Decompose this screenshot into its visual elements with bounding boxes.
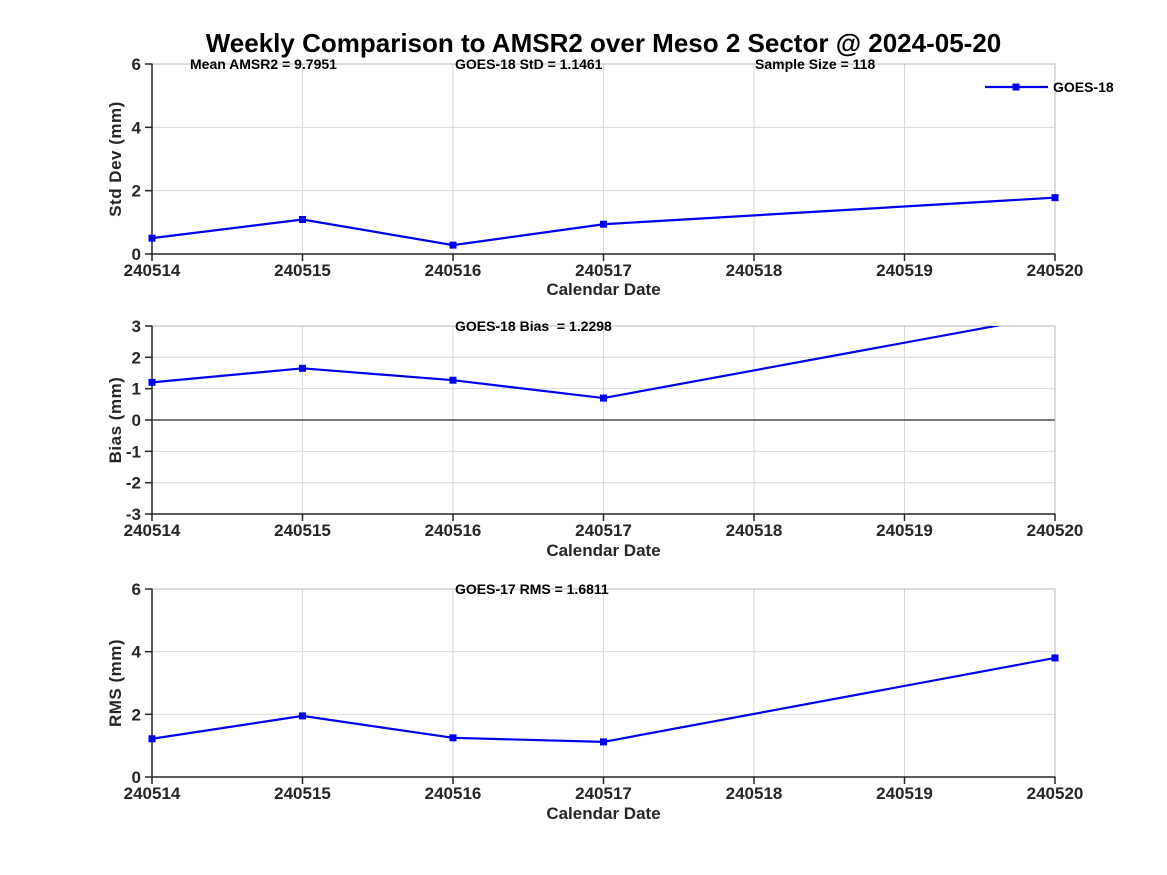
x-tick-label: 240519 bbox=[876, 521, 933, 540]
annotation-goes17-rms: GOES-17 RMS = 1.6811 bbox=[455, 581, 609, 597]
x-tick-label: 240518 bbox=[726, 261, 783, 280]
goes-18-marker bbox=[449, 241, 457, 249]
annotation-goes18-std: GOES-18 StD = 1.1461 bbox=[455, 56, 603, 72]
y-tick-label: 1 bbox=[132, 380, 141, 399]
goes-18-marker bbox=[148, 234, 156, 242]
goes-18-marker bbox=[449, 734, 457, 742]
goes-18-marker bbox=[1051, 194, 1059, 202]
x-tick-label: 240514 bbox=[124, 784, 181, 803]
subplot-bias: 240514 240515 240516 240517 240518 240519 2405… bbox=[124, 317, 1084, 540]
x-tick-label: 240520 bbox=[1027, 261, 1084, 280]
x-tick-label: 240520 bbox=[1027, 521, 1084, 540]
goes-18-marker bbox=[600, 738, 607, 746]
y-tick-label: 0 bbox=[132, 245, 141, 264]
goes-18-marker bbox=[299, 215, 306, 223]
x-tick-label: 240515 bbox=[274, 784, 331, 803]
y-tick-label: 4 bbox=[132, 118, 142, 137]
x-tick-label: 240517 bbox=[575, 784, 632, 803]
x-tick-label: 240520 bbox=[1027, 784, 1084, 803]
x-tick-label: 240514 bbox=[124, 261, 181, 280]
subplot-std-dev: 240514 240515 240516 240517 240518 240519 2405… bbox=[124, 55, 1084, 280]
subplot-rms: 240514 240515 240516 240517 240518 240519 2405… bbox=[124, 580, 1084, 803]
x-tick-label: 240516 bbox=[425, 521, 482, 540]
x-tick-label: 240519 bbox=[876, 784, 933, 803]
y-tick-label: 2 bbox=[132, 705, 141, 724]
bias-y-axis-label: Bias (mm) bbox=[106, 376, 125, 464]
x-tick-label: 240516 bbox=[425, 784, 482, 803]
y-tick-label: -1 bbox=[126, 442, 141, 461]
rms-y-axis-label: RMS (mm) bbox=[106, 638, 125, 728]
legend-entry-goes18: GOES-18 bbox=[1053, 79, 1114, 95]
goes-18-marker bbox=[299, 712, 306, 720]
y-tick-label: 2 bbox=[132, 182, 141, 201]
x-tick-label: 240515 bbox=[274, 521, 331, 540]
y-tick-label: 6 bbox=[132, 580, 141, 599]
annotation-goes18-bias: GOES-18 Bias = 1.2298 bbox=[455, 318, 612, 334]
goes-18-marker bbox=[148, 735, 156, 743]
annotation-sample-size: Sample Size = 118 bbox=[755, 56, 876, 72]
x-tick-label: 240515 bbox=[274, 261, 331, 280]
y-tick-label: -2 bbox=[126, 474, 141, 493]
bias-x-axis-label: Calendar Date bbox=[546, 541, 661, 560]
figure-title: Weekly Comparison to AMSR2 over Meso 2 S… bbox=[205, 28, 1002, 58]
x-tick-label: 240516 bbox=[425, 261, 482, 280]
legend-marker-sample bbox=[1012, 83, 1020, 91]
rms-x-axis-label: Calendar Date bbox=[546, 804, 661, 823]
goes-18-marker bbox=[600, 220, 607, 228]
y-tick-label: 0 bbox=[132, 768, 141, 787]
stddev-x-axis-label: Calendar Date bbox=[546, 280, 661, 299]
y-tick-label: 4 bbox=[132, 643, 142, 662]
y-tick-label: 0 bbox=[132, 411, 141, 430]
y-tick-label: 6 bbox=[132, 55, 141, 74]
goes-18-marker bbox=[600, 394, 607, 402]
annotation-mean-amsr2: Mean AMSR2 = 9.7951 bbox=[190, 56, 337, 72]
y-tick-label: 2 bbox=[132, 348, 141, 367]
y-tick-label: -3 bbox=[126, 505, 141, 524]
x-tick-label: 240517 bbox=[575, 261, 632, 280]
stddev-y-axis-label: Std Dev (mm) bbox=[106, 101, 125, 217]
goes-18-marker bbox=[449, 376, 457, 384]
x-tick-label: 240518 bbox=[726, 521, 783, 540]
goes-18-marker bbox=[299, 364, 306, 372]
goes-18-marker bbox=[148, 378, 156, 386]
x-tick-label: 240518 bbox=[726, 784, 783, 803]
x-tick-label: 240519 bbox=[876, 261, 933, 280]
y-tick-label: 3 bbox=[132, 317, 141, 336]
x-tick-label: 240517 bbox=[575, 521, 632, 540]
x-tick-label: 240514 bbox=[124, 521, 181, 540]
goes-18-marker bbox=[1051, 654, 1059, 662]
